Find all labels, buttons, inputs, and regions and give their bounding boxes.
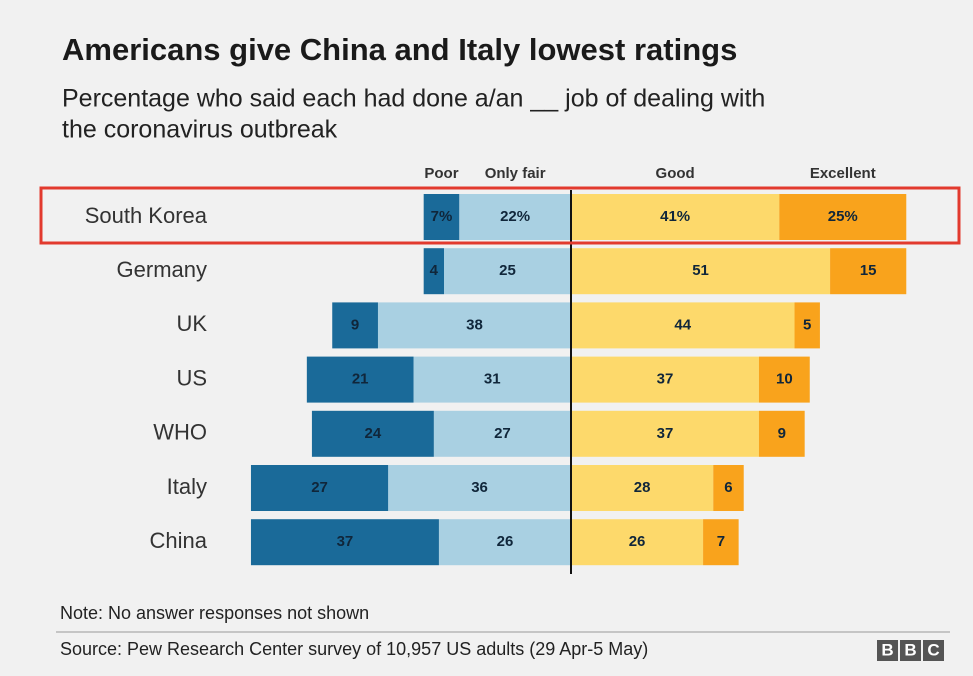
data-label: 21	[352, 371, 369, 388]
data-label: 7	[717, 533, 725, 550]
data-label: 31	[484, 371, 501, 388]
legend-label: Good	[656, 165, 695, 182]
plot: 22% Only fair 7% Poor 41% Good 25% Excellent 25 4…	[250, 165, 907, 566]
category-label: Germany	[117, 257, 207, 282]
bar-segment	[250, 465, 389, 511]
highlight-box	[39, 186, 961, 245]
logo-box	[877, 640, 898, 661]
source: Source: Pew Research Center survey of 10…	[60, 639, 648, 659]
bar-segment	[438, 519, 571, 566]
data-label: 26	[629, 533, 646, 550]
bar-segment	[423, 194, 460, 240]
data-label: 26	[497, 533, 514, 550]
data-label: 37	[657, 425, 674, 442]
bar-segment	[332, 302, 378, 349]
data-label: 25	[499, 262, 516, 279]
logo-letter: C	[927, 640, 939, 659]
data-label: 38	[466, 316, 483, 333]
data-label: 28	[634, 479, 651, 496]
data-label: 6	[724, 479, 732, 496]
logo-letter: B	[881, 640, 893, 659]
bar-segment	[250, 519, 439, 566]
category-label: WHO	[153, 420, 207, 445]
bar-segment	[571, 248, 831, 295]
data-label: 15	[860, 262, 877, 279]
bar-segment	[794, 302, 820, 349]
bar-segment	[571, 194, 780, 240]
bar-segment	[444, 248, 571, 295]
data-label: 24	[365, 425, 382, 442]
data-label: 41%	[660, 208, 690, 225]
data-label: 37	[657, 371, 674, 388]
category-label: US	[176, 365, 207, 390]
data-label: 9	[778, 425, 786, 442]
bar-segment	[779, 194, 907, 240]
category-label: China	[150, 528, 208, 553]
logo-box	[923, 640, 944, 661]
bar-segment	[571, 302, 795, 349]
bar-segment	[423, 248, 444, 295]
data-label: 51	[692, 262, 709, 279]
data-label: 37	[337, 533, 354, 550]
bar-segment	[758, 356, 810, 403]
bar-segment	[703, 519, 739, 566]
bar-segment	[377, 302, 571, 349]
bar-segment	[571, 465, 714, 511]
data-label: 36	[471, 479, 488, 496]
subtitle: the coronavirus outbreak	[62, 116, 338, 144]
data-label: 10	[776, 371, 793, 388]
data-label: 27	[311, 479, 328, 496]
bar-segment	[758, 410, 805, 457]
bar-segment	[571, 519, 704, 566]
category-label: South Korea	[85, 203, 208, 228]
bar-segment	[571, 356, 759, 403]
category-label: UK	[176, 311, 207, 336]
bar-segment	[311, 410, 434, 457]
legend-label: Excellent	[810, 165, 876, 182]
logo-box	[900, 640, 921, 661]
logo-letter: B	[904, 640, 916, 659]
bar-segment	[713, 465, 744, 511]
legend-label: Only fair	[485, 165, 546, 182]
bar-segment	[459, 194, 571, 240]
note: Note: No answer responses not shown	[60, 603, 369, 623]
chart-title: Americans give China and Italy lowest ra…	[62, 32, 737, 67]
subtitle: Percentage who said each had done a/an _…	[62, 85, 765, 113]
data-label: 22%	[500, 208, 530, 225]
bar-segment	[830, 248, 907, 295]
data-label: 27	[494, 425, 511, 442]
bar-segment	[388, 465, 571, 511]
bar-segment	[433, 410, 571, 457]
data-label: 4	[430, 262, 439, 279]
data-label: 9	[351, 316, 359, 333]
data-label: 5	[803, 316, 811, 333]
data-label: 44	[674, 316, 691, 333]
legend-label: Poor	[424, 165, 458, 182]
data-label: 25%	[828, 208, 858, 225]
data-label: 7%	[431, 208, 453, 225]
bar-segment	[571, 410, 759, 457]
category-label: Italy	[167, 474, 207, 499]
bar-segment	[413, 356, 571, 403]
bar-segment	[306, 356, 414, 403]
